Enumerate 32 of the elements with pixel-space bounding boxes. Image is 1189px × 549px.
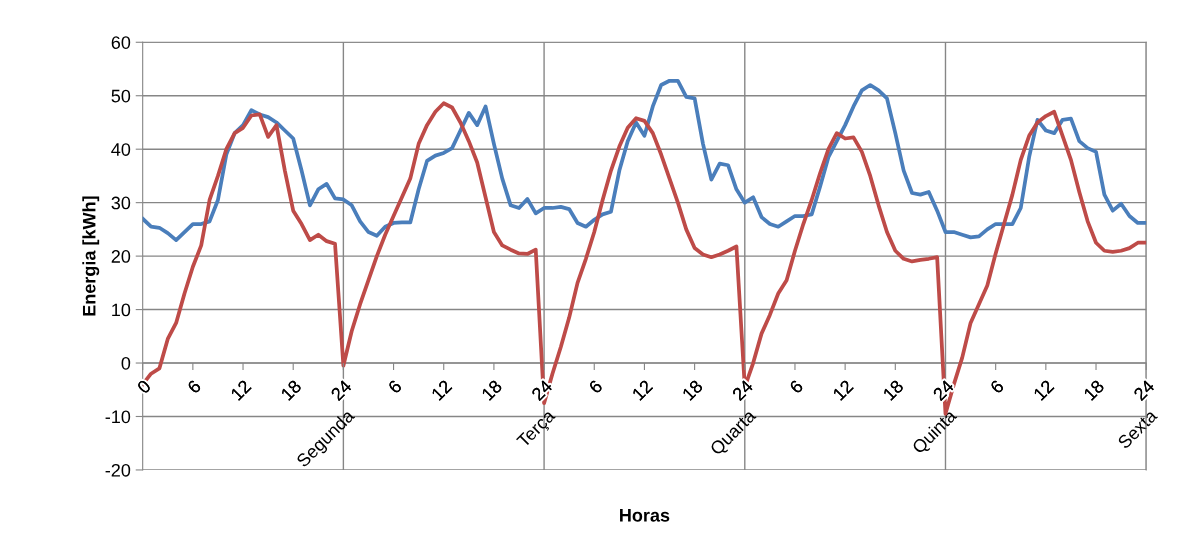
x-tick-label: 12 (230, 379, 252, 401)
x-tick-label: 12 (430, 379, 453, 401)
y-tick-label: 20 (111, 250, 131, 263)
x-tick-label: 6 (989, 379, 1005, 395)
x-tick-label: 24 (1132, 379, 1156, 402)
x-tick-label: 24 (330, 379, 353, 402)
y-tick-label: 0 (121, 356, 131, 370)
y-tick-label: 10 (112, 303, 131, 317)
x-tick-label: 18 (882, 379, 905, 401)
x-tick-label: 24 (530, 379, 553, 402)
x-tick-label: 24 (731, 379, 754, 402)
y-tick-label: 30 (111, 196, 131, 210)
x-tick-label: 12 (1032, 379, 1055, 401)
y-tick-label: 60 (111, 36, 131, 49)
y-tick-label: 40 (111, 143, 131, 156)
x-tick-label: 6 (788, 379, 804, 395)
x-tick-label: 0 (136, 379, 152, 395)
x-tick-label: 18 (280, 379, 303, 401)
x-tick-label: 18 (1083, 379, 1105, 401)
x-tick-label: 18 (681, 379, 704, 401)
y-tick-label: -20 (105, 463, 131, 477)
x-tick-label: 6 (588, 379, 604, 395)
x-tick-label: 12 (832, 379, 854, 401)
x-tick-label: 18 (481, 379, 503, 401)
x-tick-label: 6 (387, 379, 403, 395)
x-tick-label: 24 (932, 379, 955, 402)
x-axis-title: Horas (620, 509, 670, 522)
y-axis-title: Energia [kWh] (82, 196, 100, 316)
y-tick-label: -10 (105, 410, 131, 424)
x-tick-label: 12 (631, 379, 654, 401)
y-tick-label: 50 (111, 89, 131, 103)
x-tick-label: 6 (186, 379, 202, 395)
